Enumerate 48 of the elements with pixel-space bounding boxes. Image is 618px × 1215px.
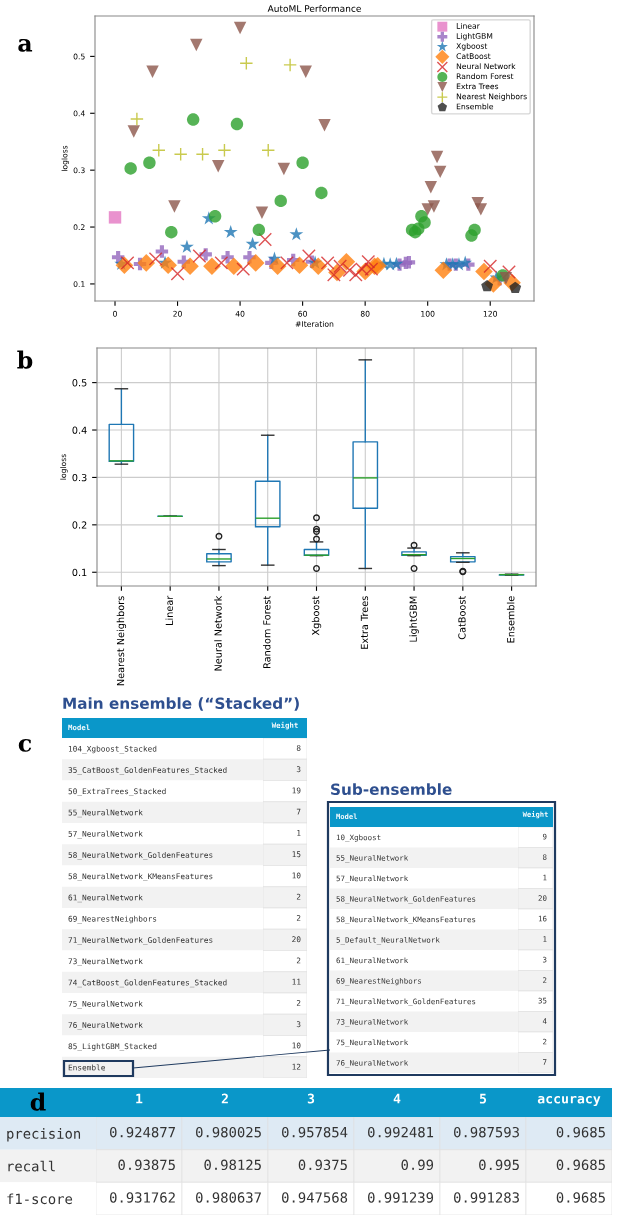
data-label: 0.9375 bbox=[298, 1159, 347, 1171]
data-label: 0.957854 bbox=[282, 1126, 348, 1138]
data-label: 0.992481 bbox=[368, 1126, 434, 1138]
x-tick-label: 4 bbox=[393, 1093, 401, 1104]
data-label: 0.987593 bbox=[454, 1126, 519, 1138]
chart-title: Main ensemble (“Stacked”) bbox=[63, 697, 299, 711]
x-tick-label: Extra Trees bbox=[360, 596, 369, 649]
data-label: 0.99 bbox=[401, 1159, 434, 1171]
data-label: 0.980637 bbox=[196, 1192, 261, 1203]
y-tick-label: 0.5 bbox=[72, 379, 87, 387]
data-label: 0.93875 bbox=[118, 1159, 175, 1171]
y-tick-label: 0.2 bbox=[72, 521, 87, 529]
data-label: 0.991239 bbox=[368, 1192, 434, 1203]
data-label: 0.9685 bbox=[556, 1126, 605, 1138]
x-tick-label: 3 bbox=[307, 1093, 315, 1104]
data-label: 0.9685 bbox=[556, 1159, 605, 1171]
data-label: 0.995 bbox=[479, 1159, 519, 1171]
text: d bbox=[30, 1092, 46, 1111]
text: c bbox=[18, 738, 32, 752]
chart-title: AutoML Performance bbox=[267, 4, 361, 12]
x-tick-label: Nearest Neighbors bbox=[116, 596, 127, 686]
data-label: 0.924877 bbox=[110, 1126, 175, 1138]
x-tick-label: Linear bbox=[165, 595, 173, 625]
x-tick-label: Random Forest bbox=[263, 595, 271, 668]
x-tick-label: 2 bbox=[221, 1093, 228, 1104]
data-label: 0.931762 bbox=[110, 1192, 175, 1203]
x-tick-label: 5 bbox=[479, 1093, 487, 1104]
y-tick-label: precision bbox=[7, 1128, 81, 1142]
data-label: 0.991283 bbox=[454, 1192, 519, 1203]
y-tick-label: recall bbox=[8, 1160, 55, 1172]
x-tick-label: Xgboost bbox=[311, 595, 322, 636]
x-tick-label: Ensemble bbox=[506, 596, 515, 643]
text: b bbox=[17, 350, 33, 369]
x-tick-label: LightGBM bbox=[409, 596, 419, 642]
data-label: 0.9685 bbox=[556, 1192, 605, 1203]
y-tick-label: 0.4 bbox=[72, 426, 87, 434]
y-tick-label: 0.1 bbox=[72, 568, 87, 577]
x-tick-label: 1 bbox=[136, 1093, 143, 1104]
y-tick-label: 0.3 bbox=[72, 473, 87, 482]
x-tick-label: Neural Network bbox=[214, 595, 222, 671]
x-tick-label: accuracy bbox=[537, 1095, 601, 1107]
text: Sub-ensemble bbox=[331, 783, 452, 796]
x-tick-label: CatBoost bbox=[458, 595, 466, 640]
data-label: 0.980025 bbox=[196, 1126, 261, 1138]
data-label: 0.947568 bbox=[282, 1192, 348, 1203]
y-tick-label: f1-score bbox=[7, 1193, 73, 1205]
data-label: 0.98125 bbox=[204, 1159, 261, 1171]
text: a bbox=[18, 38, 33, 52]
